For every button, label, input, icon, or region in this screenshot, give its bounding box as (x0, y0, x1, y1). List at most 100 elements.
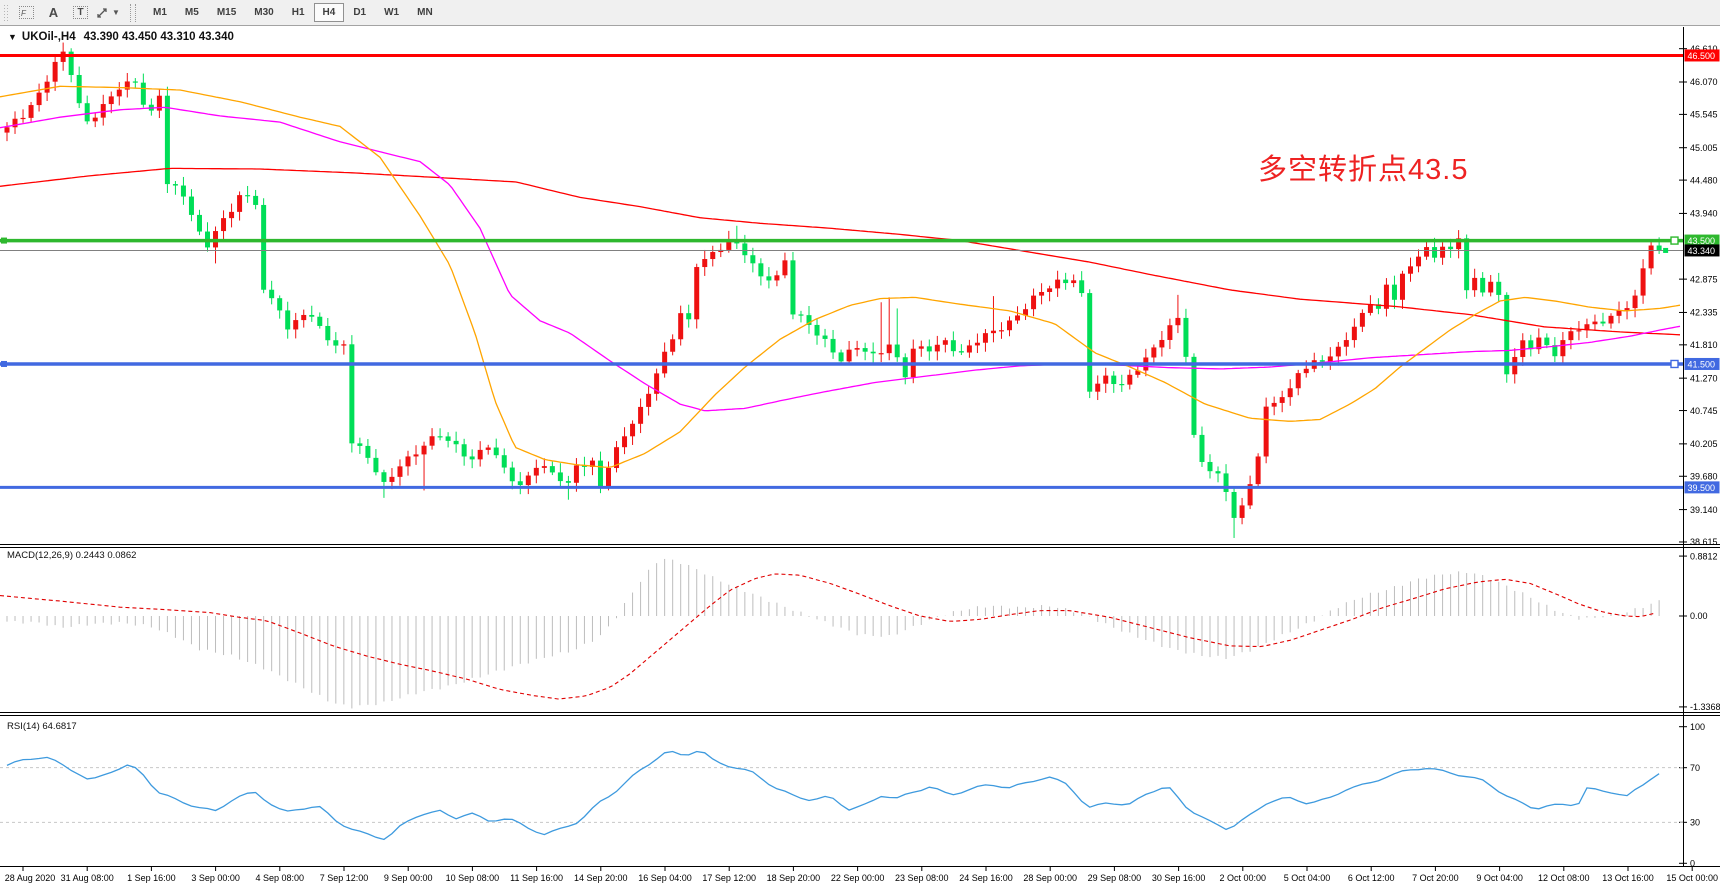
candle-body (1552, 345, 1558, 357)
timeframe-button-h4[interactable]: H4 (313, 3, 345, 22)
price-axis[interactable]: 46.610 46.070 45.545 45.005 44.480 43.940 42.8… (1679, 44, 1720, 869)
candle-body (1391, 284, 1397, 300)
price-tick-label: 41.270 (1690, 373, 1718, 383)
candle-body (982, 333, 988, 343)
last-close-marker (1663, 247, 1669, 253)
candle-body (301, 314, 307, 321)
candle-body (1159, 339, 1165, 348)
candle-body (1608, 315, 1614, 324)
candle-body (28, 105, 34, 118)
candle-body (726, 239, 732, 250)
candle-body (196, 214, 202, 232)
candle-body (140, 82, 146, 105)
text-label-tool-button[interactable]: T (68, 2, 93, 24)
candle-body (702, 259, 708, 268)
chart-canvas[interactable]: 46.610 46.070 45.545 45.005 44.480 43.940 42.8… (0, 26, 1720, 893)
candle-body (1448, 246, 1454, 250)
level-handle-left[interactable] (1, 237, 7, 244)
candle-body (782, 260, 788, 276)
macd-panel (0, 558, 1660, 709)
candle-body (886, 344, 892, 354)
arrow-text-tool-button[interactable]: A (41, 2, 66, 24)
candle-body (477, 449, 483, 460)
timeframe-button-m30[interactable]: M30 (254, 7, 274, 18)
candle-body (1592, 321, 1598, 325)
pointer-tool-button[interactable]: F (14, 2, 39, 24)
candle-body (365, 445, 371, 458)
candle-body (84, 103, 90, 122)
candle-body (76, 75, 82, 104)
symbol-dropdown-caret[interactable]: ▼ (8, 32, 17, 42)
price-badge (1684, 234, 1720, 247)
ma-mid-magenta-line (0, 106, 1681, 412)
level-handle-right[interactable] (1670, 359, 1679, 369)
candle-body (1560, 340, 1566, 357)
candle-body (622, 436, 628, 448)
candle-body (509, 467, 515, 482)
candle-body (1151, 347, 1157, 358)
timeframe-button-mn[interactable]: MN (417, 7, 433, 18)
candle-body (44, 81, 50, 93)
candle-body (1223, 473, 1229, 492)
candle-body (12, 118, 18, 128)
candle-body (710, 252, 716, 260)
candle-body (718, 249, 724, 253)
time-tick-label: 29 Sep 08:00 (1088, 873, 1142, 883)
candle-body (397, 466, 403, 477)
candle-body (630, 423, 636, 437)
time-tick-label: 14 Sep 20:00 (574, 873, 628, 883)
timeframe-button-d1[interactable]: D1 (353, 7, 367, 18)
toolbar-grip-handle[interactable] (3, 3, 9, 22)
candle-body (1343, 340, 1349, 347)
candle-body (686, 313, 692, 320)
candle-body (437, 436, 443, 438)
macd-scale-label: 0.8812 (1690, 551, 1718, 561)
candle-body (389, 476, 395, 482)
time-tick-label: 24 Sep 16:00 (959, 873, 1013, 883)
candle-body (1279, 397, 1285, 403)
candle-body (237, 195, 243, 212)
candle-body (798, 314, 804, 316)
price-tick-label: 45.545 (1690, 110, 1718, 120)
candle-body (838, 352, 844, 362)
time-tick-label: 13 Oct 16:00 (1602, 873, 1654, 883)
ma-slow-red-line (0, 167, 1681, 336)
toolbar-separator-handle[interactable] (130, 3, 136, 22)
candle-body (1408, 266, 1413, 274)
candle-body (589, 460, 595, 467)
time-tick-label: 30 Sep 16:00 (1152, 873, 1206, 883)
candle-body (1175, 317, 1181, 326)
candle-body (285, 310, 291, 330)
timeframe-button-m15[interactable]: M15 (216, 7, 237, 18)
annotation-text: 多空转折点43.5 (1258, 154, 1469, 186)
candle-body (1648, 245, 1654, 269)
symbol-title[interactable]: ▼ UKOil-,H4 43.390 43.450 43.310 43.340 (8, 31, 234, 43)
candle-body (1239, 505, 1245, 518)
time-axis[interactable]: 28 Aug 2020 31 Aug 08:00 1 Sep 16:00 3 Sep … (5, 866, 1718, 884)
candle-body (678, 313, 684, 340)
timeframe-button-m1[interactable]: M1 (153, 7, 167, 18)
candle-body (156, 95, 162, 111)
candle-body (1351, 326, 1357, 341)
candle-body (1055, 279, 1061, 289)
timeframe-button-w1[interactable]: W1 (384, 7, 400, 18)
price-tick-label: 45.005 (1690, 143, 1718, 153)
candle-body (333, 340, 339, 346)
candle-body (1472, 277, 1478, 291)
timeframe-button-h1[interactable]: H1 (291, 7, 305, 18)
candle-body (1504, 294, 1510, 375)
price-tick-label: 46.610 (1690, 44, 1718, 54)
cursor-mode-button[interactable]: ▼ (95, 2, 120, 24)
time-tick-label: 17 Sep 12:00 (702, 873, 756, 883)
candle-body (1632, 295, 1638, 309)
candle-body (1616, 310, 1622, 316)
level-handle-left[interactable] (1, 360, 7, 367)
price-badge (1684, 357, 1720, 370)
ohlc-values: 43.390 43.450 43.310 43.340 (83, 31, 234, 43)
timeframe-button-m5[interactable]: M5 (184, 7, 199, 18)
candle-body (1624, 308, 1630, 311)
candle-body (1023, 309, 1029, 316)
candle-body (269, 289, 275, 299)
level-handle-right[interactable] (1670, 236, 1679, 245)
time-tick-label: 3 Sep 00:00 (191, 873, 240, 883)
